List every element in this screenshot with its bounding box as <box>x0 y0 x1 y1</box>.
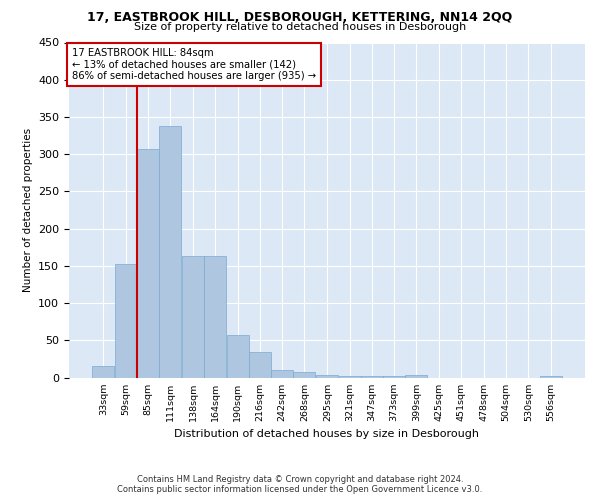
Bar <box>361 376 383 378</box>
Bar <box>182 256 204 378</box>
Bar <box>205 256 226 378</box>
Bar <box>338 376 361 378</box>
Bar <box>249 352 271 378</box>
X-axis label: Distribution of detached houses by size in Desborough: Distribution of detached houses by size … <box>175 429 479 439</box>
Bar <box>539 376 562 378</box>
Text: 17, EASTBROOK HILL, DESBOROUGH, KETTERING, NN14 2QQ: 17, EASTBROOK HILL, DESBOROUGH, KETTERIN… <box>88 11 512 24</box>
Text: 17 EASTBROOK HILL: 84sqm
← 13% of detached houses are smaller (142)
86% of semi-: 17 EASTBROOK HILL: 84sqm ← 13% of detach… <box>71 48 316 80</box>
Bar <box>406 374 427 378</box>
Bar <box>316 374 338 378</box>
Bar <box>383 376 405 378</box>
Bar <box>159 126 181 378</box>
Bar <box>227 335 248 378</box>
Bar <box>271 370 293 378</box>
Bar <box>137 149 159 378</box>
Text: Size of property relative to detached houses in Desborough: Size of property relative to detached ho… <box>134 22 466 32</box>
Bar <box>92 366 115 378</box>
Y-axis label: Number of detached properties: Number of detached properties <box>23 128 32 292</box>
Bar <box>293 372 316 378</box>
Bar <box>115 264 137 378</box>
Text: Contains HM Land Registry data © Crown copyright and database right 2024.
Contai: Contains HM Land Registry data © Crown c… <box>118 474 482 494</box>
